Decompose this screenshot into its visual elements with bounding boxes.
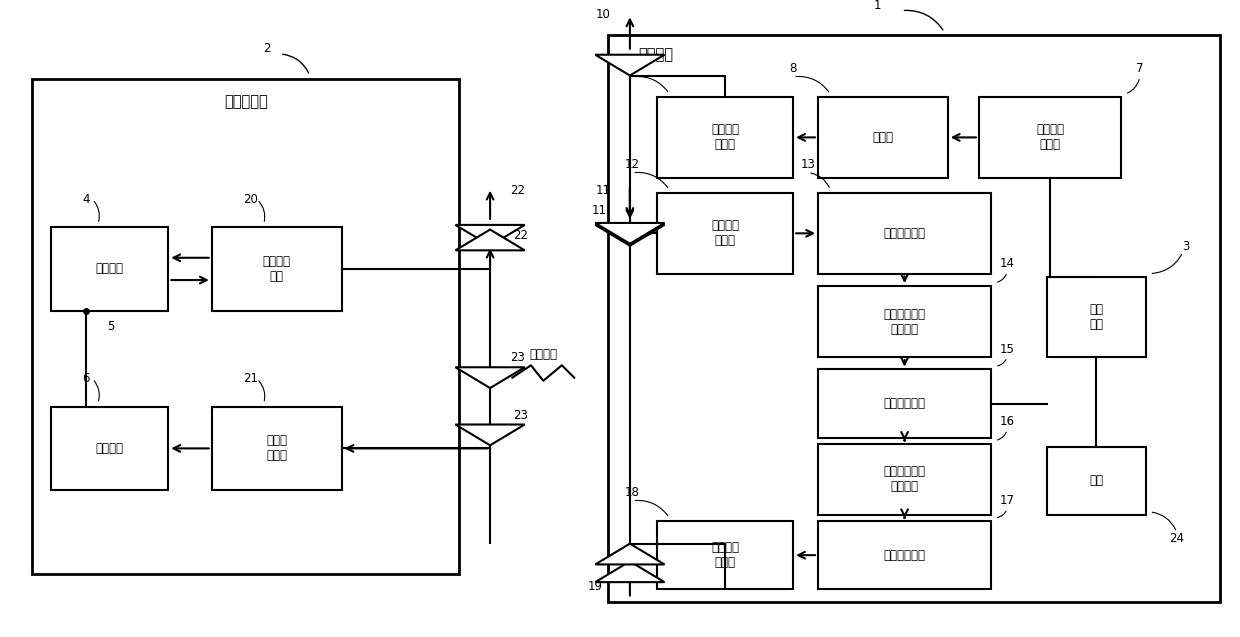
Text: 主控
制器: 主控 制器 (1089, 303, 1104, 331)
Text: 15: 15 (999, 343, 1014, 355)
Text: 脉冲信号
发生器: 脉冲信号 发生器 (1035, 124, 1064, 152)
Bar (51, 406, 169, 490)
Bar (51, 227, 169, 311)
Bar (1047, 276, 1146, 357)
Bar (657, 193, 794, 273)
Bar (818, 369, 991, 438)
Polygon shape (595, 543, 665, 564)
Text: 7: 7 (1136, 62, 1143, 75)
Text: 4: 4 (82, 193, 89, 206)
Text: 数模转换模块: 数模转换模块 (884, 548, 925, 562)
Bar (818, 193, 991, 273)
Text: 8: 8 (790, 62, 797, 75)
Text: 24: 24 (1169, 532, 1184, 545)
Polygon shape (455, 229, 525, 250)
Polygon shape (455, 368, 525, 388)
Text: 14: 14 (999, 257, 1014, 270)
Text: 13: 13 (801, 158, 816, 171)
Bar (978, 97, 1121, 178)
Polygon shape (595, 225, 665, 246)
Text: 第二整
流电路: 第二整 流电路 (267, 434, 288, 462)
Text: 18: 18 (625, 486, 640, 499)
Text: 11: 11 (591, 204, 606, 217)
Text: 第三滤波
放大器: 第三滤波 放大器 (712, 541, 739, 569)
Polygon shape (595, 223, 665, 244)
Text: 9: 9 (629, 62, 636, 75)
Bar (818, 521, 991, 589)
Text: 待输能装置: 待输能装置 (224, 95, 268, 110)
Bar (818, 97, 947, 178)
Text: 第一数字信号
处理模块: 第一数字信号 处理模块 (884, 308, 925, 336)
Text: 12: 12 (625, 158, 640, 171)
Text: 22: 22 (510, 184, 525, 197)
Text: 模数转换模块: 模数转换模块 (884, 227, 925, 240)
Text: 输能装置: 输能装置 (639, 48, 673, 62)
Bar (32, 78, 459, 574)
Text: 16: 16 (999, 415, 1014, 428)
Text: 第二数字信号
处理模块: 第二数字信号 处理模块 (884, 466, 925, 493)
Bar (212, 406, 342, 490)
Text: 19: 19 (588, 580, 603, 592)
Text: 1: 1 (873, 0, 880, 12)
Text: 储能电容: 储能电容 (95, 442, 124, 455)
Polygon shape (595, 561, 665, 582)
Bar (212, 227, 342, 311)
Polygon shape (595, 55, 665, 76)
Text: 10: 10 (595, 8, 610, 21)
Text: 无源芯片: 无源芯片 (95, 262, 124, 275)
Text: 第二滤波
放大器: 第二滤波 放大器 (712, 219, 739, 247)
Text: 6: 6 (82, 372, 89, 385)
Text: 电源: 电源 (1089, 475, 1104, 487)
Bar (608, 35, 1220, 601)
Text: 20: 20 (243, 193, 258, 206)
Bar (1047, 447, 1146, 515)
Text: 第一滤波
放大器: 第一滤波 放大器 (712, 124, 739, 152)
Text: 3: 3 (1182, 240, 1189, 254)
Text: 混频器: 混频器 (873, 131, 893, 144)
Text: 17: 17 (999, 494, 1014, 507)
Text: 23: 23 (510, 352, 525, 364)
Text: 整流匹配
模块: 整流匹配 模块 (263, 255, 290, 283)
Bar (657, 97, 794, 178)
Text: 时间反演模块: 时间反演模块 (884, 397, 925, 410)
Text: 11: 11 (595, 184, 610, 197)
Bar (657, 521, 794, 589)
Polygon shape (455, 424, 525, 445)
Text: 2: 2 (263, 43, 270, 55)
Text: 22: 22 (513, 229, 528, 242)
Bar (818, 286, 991, 357)
Bar (818, 444, 991, 515)
Text: 23: 23 (513, 409, 528, 422)
Text: 5: 5 (107, 320, 114, 333)
Text: 多径环境: 多径环境 (529, 348, 557, 361)
Polygon shape (455, 225, 525, 246)
Text: 21: 21 (243, 372, 258, 385)
